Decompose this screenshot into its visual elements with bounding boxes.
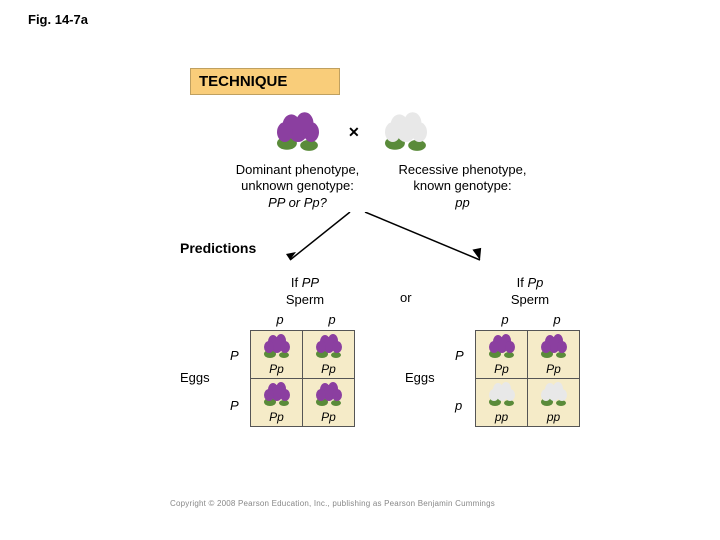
left-header: If PP Sperm	[250, 275, 360, 309]
cell-flower-icon	[312, 381, 346, 407]
right-punnett: Pp Pp pp pp	[475, 330, 580, 427]
right-top-allele-0: p	[495, 312, 515, 327]
right-side-allele-1: p	[455, 398, 462, 413]
right-eggs-label: Eggs	[405, 370, 435, 385]
right-cell-01: Pp	[528, 331, 580, 379]
left-side-allele-0: P	[230, 348, 239, 363]
dominant-flower	[270, 110, 326, 152]
copyright-text: Copyright © 2008 Pearson Education, Inc.…	[170, 499, 495, 508]
right-geno-01: Pp	[546, 362, 561, 376]
arrow-left	[280, 212, 370, 272]
left-top-allele-1: p	[322, 312, 342, 327]
cell-flower-icon	[260, 333, 294, 359]
right-if: If Pp	[517, 275, 544, 290]
left-cell-10: Pp	[251, 379, 303, 427]
right-geno-11: pp	[547, 410, 560, 424]
right-sperm: Sperm	[511, 292, 549, 307]
left-geno-11: Pp	[321, 410, 336, 424]
left-eggs-label: Eggs	[180, 370, 210, 385]
left-side-allele-1: P	[230, 398, 239, 413]
arrow-right	[360, 212, 500, 272]
right-side-allele-0: P	[455, 348, 464, 363]
cell-flower-icon	[537, 333, 571, 359]
cell-flower-icon	[312, 333, 346, 359]
left-cell-00: Pp	[251, 331, 303, 379]
dom-line3: PP or Pp?	[268, 195, 327, 210]
rec-line2: known genotype:	[413, 178, 511, 193]
recessive-flower	[378, 110, 434, 152]
rec-line1: Recessive phenotype,	[399, 162, 527, 177]
left-cell-11: Pp	[303, 379, 355, 427]
dom-line2: unknown genotype:	[241, 178, 354, 193]
cell-flower-icon	[485, 333, 519, 359]
technique-box: TECHNIQUE	[190, 68, 340, 95]
figure-label: Fig. 14-7a	[28, 12, 88, 27]
predictions-label: Predictions	[180, 240, 256, 256]
left-geno-01: Pp	[321, 362, 336, 376]
left-geno-10: Pp	[269, 410, 284, 424]
cell-flower-icon	[260, 381, 294, 407]
dom-line1: Dominant phenotype,	[236, 162, 360, 177]
or-label: or	[400, 290, 412, 305]
dominant-label: Dominant phenotype, unknown genotype: PP…	[215, 162, 380, 211]
left-punnett: Pp Pp Pp Pp	[250, 330, 355, 427]
left-sperm: Sperm	[286, 292, 324, 307]
right-header: If Pp Sperm	[475, 275, 585, 309]
right-top-allele-1: p	[547, 312, 567, 327]
recessive-label: Recessive phenotype, known genotype: pp	[380, 162, 545, 211]
right-geno-10: pp	[495, 410, 508, 424]
left-if: If PP	[291, 275, 319, 290]
cell-flower-icon	[537, 381, 571, 407]
right-cell-00: Pp	[476, 331, 528, 379]
rec-line3: pp	[455, 195, 469, 210]
cell-flower-icon	[485, 381, 519, 407]
left-top-allele-0: p	[270, 312, 290, 327]
cross-symbol: ✕	[348, 124, 360, 141]
right-geno-00: Pp	[494, 362, 509, 376]
left-cell-01: Pp	[303, 331, 355, 379]
right-cell-10: pp	[476, 379, 528, 427]
right-cell-11: pp	[528, 379, 580, 427]
left-geno-00: Pp	[269, 362, 284, 376]
